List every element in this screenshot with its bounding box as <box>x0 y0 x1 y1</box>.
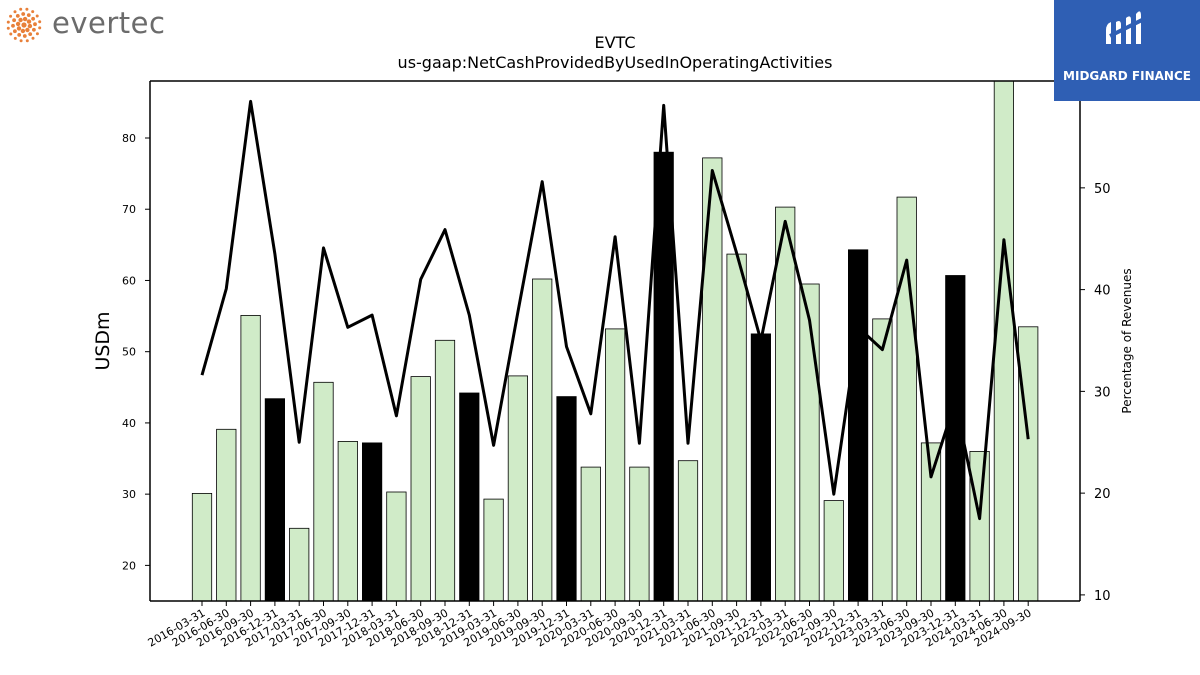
bar <box>823 500 844 602</box>
midgard-finance-logo: MIDGARD FINANCE <box>1054 0 1200 101</box>
y-tick-label: 70 <box>122 203 136 216</box>
logo-dot <box>21 12 26 16</box>
logo-dot <box>11 23 15 28</box>
bar <box>629 466 650 602</box>
logo-dot <box>17 33 22 37</box>
logo-dot <box>16 26 22 31</box>
y2-tick-label: 20 <box>1094 487 1111 502</box>
logo-dot <box>35 32 39 36</box>
logo-dot <box>12 18 16 23</box>
logo-dot <box>38 26 42 30</box>
logo-dot <box>25 27 30 33</box>
bar <box>289 527 310 602</box>
midgard-finance-logo-text: MIDGARD FINANCE <box>1063 69 1191 83</box>
y2-axis-label: Percentage of Revenues <box>1120 268 1134 413</box>
logo-dot <box>33 22 37 27</box>
bar <box>361 442 383 602</box>
chart-subtitle: us-gaap:NetCashProvidedByUsedInOperating… <box>398 53 833 72</box>
bar <box>532 278 553 602</box>
y2-tick-label: 30 <box>1094 385 1111 400</box>
bar <box>191 492 213 602</box>
y-tick-label: 60 <box>122 274 136 287</box>
bar <box>507 375 529 602</box>
bar <box>702 157 723 602</box>
y2-tick-label: 40 <box>1094 284 1111 299</box>
logo-dot <box>6 26 10 30</box>
logo-dot <box>13 10 17 14</box>
bar <box>799 283 820 602</box>
y-tick-label: 20 <box>122 559 136 572</box>
bar <box>313 381 334 602</box>
series-line <box>200 99 1030 521</box>
bar <box>750 333 772 602</box>
logo-dot <box>15 14 20 18</box>
bars-layer <box>191 80 1039 602</box>
bar <box>264 398 286 602</box>
bar <box>872 318 893 602</box>
logo-dot <box>9 32 13 36</box>
bar <box>434 339 456 602</box>
logo-dot <box>19 7 23 11</box>
y-tick-label: 50 <box>122 346 136 359</box>
logo-dot <box>27 23 33 29</box>
logo-dot <box>6 20 10 24</box>
bar <box>848 249 869 602</box>
midgard-mark-icon <box>1106 11 1147 44</box>
evertec-logo-text: evertec <box>52 6 166 40</box>
bar <box>556 396 577 602</box>
bar <box>337 440 358 602</box>
logo-dot <box>22 34 27 38</box>
line-layer <box>200 99 1030 521</box>
logo-dot <box>31 16 35 21</box>
evertec-dots-icon <box>6 7 42 43</box>
y-tick-label: 40 <box>122 417 136 430</box>
logo-dot <box>35 14 39 18</box>
logo-dot <box>25 7 29 11</box>
logo-dot <box>13 29 17 34</box>
logo-dot <box>18 17 23 23</box>
bar <box>896 196 917 602</box>
bar <box>969 450 990 602</box>
bar <box>483 498 504 602</box>
logo-dot <box>38 20 42 24</box>
logo-dot <box>31 10 35 14</box>
logo-dot <box>32 27 36 32</box>
chart-title: EVTC <box>594 33 635 52</box>
bar <box>410 376 431 602</box>
bar <box>1018 326 1039 602</box>
logo-dot <box>19 39 23 43</box>
logo-dot <box>22 16 28 22</box>
axes-layer: 2030405060708010203040502016-03-312016-0… <box>122 80 1111 650</box>
logo-dot <box>21 22 27 28</box>
logo-dot <box>20 28 26 34</box>
bar <box>605 328 626 602</box>
logo-dot <box>25 39 29 43</box>
bar <box>775 206 796 602</box>
bar <box>726 253 747 602</box>
bar <box>459 392 480 602</box>
bar <box>386 491 407 602</box>
y2-tick-label: 50 <box>1094 182 1111 197</box>
evertec-logo: evertec <box>4 4 189 44</box>
logo-dot <box>15 21 21 27</box>
bar <box>677 460 699 602</box>
logo-dot <box>13 36 17 40</box>
logo-dot <box>28 32 33 36</box>
y-tick-label: 80 <box>122 132 136 145</box>
y-tick-label: 30 <box>122 488 136 501</box>
bar <box>240 314 261 602</box>
logo-dot <box>9 14 13 18</box>
bar <box>580 466 601 602</box>
y-axis-label: USDm <box>92 311 114 370</box>
logo-dot <box>31 36 35 40</box>
bar <box>216 428 237 602</box>
logo-dot <box>26 19 32 24</box>
logo-dot <box>26 13 31 17</box>
bar <box>993 80 1015 602</box>
y2-tick-label: 10 <box>1094 589 1111 604</box>
